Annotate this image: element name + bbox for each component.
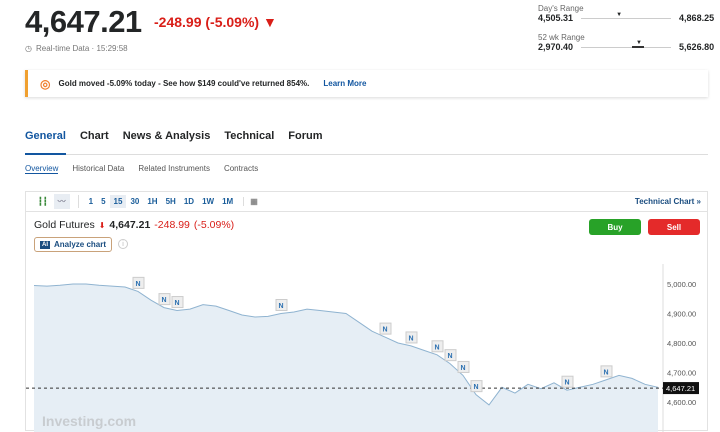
learn-more-link[interactable]: Learn More: [323, 79, 367, 88]
down-arrow-icon: ▼: [262, 14, 277, 30]
instrument-summary: Gold Futures ⬇ 4,647.21 -248.99 (-5.09%): [34, 219, 234, 231]
change-text: -248.99 (-5.09%): [154, 14, 260, 30]
interval-1d[interactable]: 1D: [183, 197, 195, 206]
news-marker-icon: N: [604, 369, 609, 376]
instrument-change: -248.99: [154, 219, 190, 231]
news-marker: [457, 360, 470, 373]
price-line: [33, 283, 659, 406]
target-icon: ◎: [40, 76, 51, 91]
news-marker: [431, 340, 444, 353]
main-tabs: General Chart News & Analysis Technical …: [25, 130, 708, 155]
last-price-label: 4,647.21: [666, 384, 695, 393]
news-marker-icon: N: [383, 327, 388, 334]
news-marker: [275, 299, 288, 311]
range-label: 52 wk Range: [538, 33, 585, 42]
tab-technical[interactable]: Technical: [224, 130, 275, 142]
interval-1w[interactable]: 1W: [202, 197, 215, 206]
tab-news-analysis[interactable]: News & Analysis: [122, 130, 211, 142]
sell-button[interactable]: Sell: [648, 219, 700, 235]
subtab-related-instruments[interactable]: Related Instruments: [138, 164, 210, 173]
news-marker-icon: N: [474, 384, 479, 391]
interval-1m[interactable]: 1M: [222, 197, 234, 206]
price-change: -248.99 (-5.09%) ▼: [154, 14, 277, 30]
tab-forum[interactable]: Forum: [288, 130, 323, 142]
range-low: 2,970.40: [538, 42, 574, 52]
analyze-chart-button[interactable]: AI Analyze chart: [34, 237, 113, 252]
range-low: 4,505.31: [538, 13, 574, 23]
realtime-text: Real-time Data · 15:29:58: [35, 44, 128, 53]
52wk-range: 52 wk Range 2,970.40 ▼ 5,626.80: [538, 33, 714, 52]
range-bar: ▼: [581, 40, 672, 48]
interval-30[interactable]: 30: [130, 197, 140, 206]
down-arrow-icon: ⬇: [98, 220, 106, 230]
buy-button[interactable]: Buy: [589, 219, 641, 235]
days-range: Day's Range 4,505.31 ▼ 4,868.25: [538, 4, 714, 23]
technical-chart-link[interactable]: Technical Chart »: [634, 197, 701, 206]
news-marker: [470, 380, 483, 393]
ai-icon: AI: [40, 240, 50, 249]
y-tick-label: 5,000.00: [667, 280, 696, 289]
tab-chart[interactable]: Chart: [79, 130, 109, 142]
news-marker-icon: N: [279, 303, 284, 310]
info-icon[interactable]: i: [118, 239, 128, 249]
subtab-contracts[interactable]: Contracts: [223, 164, 259, 173]
promo-banner: ◎ Gold moved -5.09% today - See how $149…: [25, 70, 708, 97]
candlestick-icon[interactable]: ┇┇: [38, 197, 48, 206]
news-marker: [158, 293, 171, 306]
news-marker-icon: N: [435, 344, 440, 351]
news-marker: [600, 365, 613, 378]
y-tick-label: 4,700.00: [667, 369, 696, 378]
chart-panel: ┇┇ 〰 1 5 15 30 1H 5H 1D 1W 1M ▦ Technical Chart …: [25, 191, 709, 432]
y-tick-label: 4,600.00: [667, 398, 696, 407]
news-marker: [444, 349, 457, 362]
news-marker-icon: N: [461, 365, 466, 372]
chart-toolbar: ┇┇ 〰 1 5 15 30 1H 5H 1D 1W 1M ▦ Technical Chart …: [26, 192, 707, 212]
instrument-name: Gold Futures: [34, 219, 95, 231]
instrument-percent: (-5.09%): [193, 219, 235, 231]
sub-tabs: Overview Historical Data Related Instrum…: [25, 164, 258, 174]
calendar-icon[interactable]: ▦: [243, 197, 264, 206]
last-price: 4,647.21: [25, 4, 142, 39]
range-high: 4,868.25: [679, 13, 715, 23]
last-price-badge: [663, 382, 699, 395]
price-chart[interactable]: 5,000.00 4,900.00 4,800.00 4,700.00 4,600.00…: [26, 252, 709, 432]
investing-watermark: Investing.com: [42, 413, 136, 429]
banner-text: Gold moved -5.09% today - See how $149 c…: [58, 79, 310, 88]
tab-general[interactable]: General: [25, 130, 66, 155]
interval-1[interactable]: 1: [88, 197, 94, 206]
range-bar: ▼: [581, 12, 672, 19]
news-marker: [561, 375, 574, 388]
price-area: [34, 284, 658, 432]
news-marker-icon: N: [136, 281, 141, 288]
news-marker-icon: N: [175, 300, 180, 307]
news-marker-icon: N: [409, 335, 414, 342]
news-marker: [379, 322, 392, 335]
interval-1h[interactable]: 1H: [147, 197, 158, 206]
y-tick-label: 4,800.00: [667, 339, 696, 348]
instrument-price: 4,647.21: [109, 219, 151, 231]
interval-15[interactable]: 15: [109, 195, 127, 208]
y-tick-label: 4,900.00: [667, 310, 696, 319]
subtab-historical-data[interactable]: Historical Data: [72, 164, 125, 173]
interval-5[interactable]: 5: [101, 197, 106, 206]
news-marker-icon: N: [565, 380, 570, 387]
news-marker: [405, 331, 418, 344]
analyze-label: Analyze chart: [54, 240, 107, 249]
news-marker: [171, 296, 184, 309]
subtab-overview[interactable]: Overview: [25, 164, 59, 174]
news-marker: [132, 276, 145, 289]
line-chart-icon[interactable]: 〰: [53, 194, 70, 209]
news-marker-icon: N: [448, 353, 453, 360]
realtime-status: ◷ Real-time Data · 15:29:58: [25, 44, 128, 53]
clock-icon: ◷: [25, 44, 32, 53]
range-label: Day's Range: [538, 4, 584, 13]
interval-5h[interactable]: 5H: [165, 197, 176, 206]
range-high: 5,626.80: [679, 42, 715, 52]
news-marker-icon: N: [162, 297, 167, 304]
